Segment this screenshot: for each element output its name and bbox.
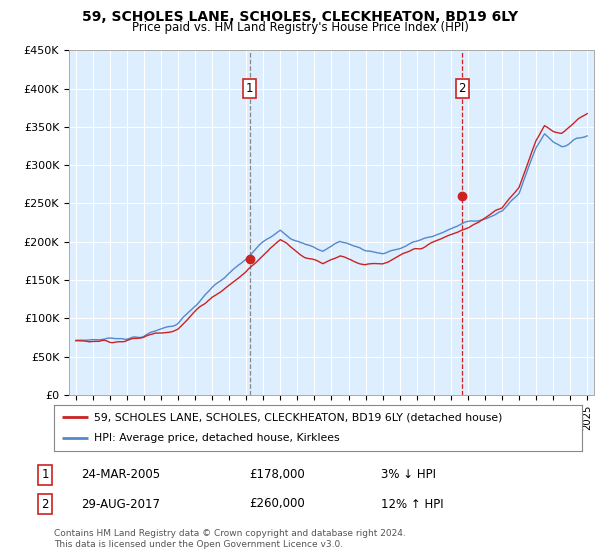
Text: £260,000: £260,000 [249, 497, 305, 511]
Text: 3% ↓ HPI: 3% ↓ HPI [381, 468, 436, 482]
Text: HPI: Average price, detached house, Kirklees: HPI: Average price, detached house, Kirk… [94, 433, 339, 444]
Text: 29-AUG-2017: 29-AUG-2017 [81, 497, 160, 511]
Text: Price paid vs. HM Land Registry's House Price Index (HPI): Price paid vs. HM Land Registry's House … [131, 21, 469, 34]
Text: £178,000: £178,000 [249, 468, 305, 482]
Text: 2: 2 [458, 82, 466, 95]
Text: Contains HM Land Registry data © Crown copyright and database right 2024.
This d: Contains HM Land Registry data © Crown c… [54, 529, 406, 549]
Text: 59, SCHOLES LANE, SCHOLES, CLECKHEATON, BD19 6LY: 59, SCHOLES LANE, SCHOLES, CLECKHEATON, … [82, 10, 518, 24]
Text: 2: 2 [41, 497, 49, 511]
Text: 12% ↑ HPI: 12% ↑ HPI [381, 497, 443, 511]
Text: 1: 1 [246, 82, 253, 95]
Text: 1: 1 [41, 468, 49, 482]
Text: 59, SCHOLES LANE, SCHOLES, CLECKHEATON, BD19 6LY (detached house): 59, SCHOLES LANE, SCHOLES, CLECKHEATON, … [94, 412, 502, 422]
Text: 24-MAR-2005: 24-MAR-2005 [81, 468, 160, 482]
